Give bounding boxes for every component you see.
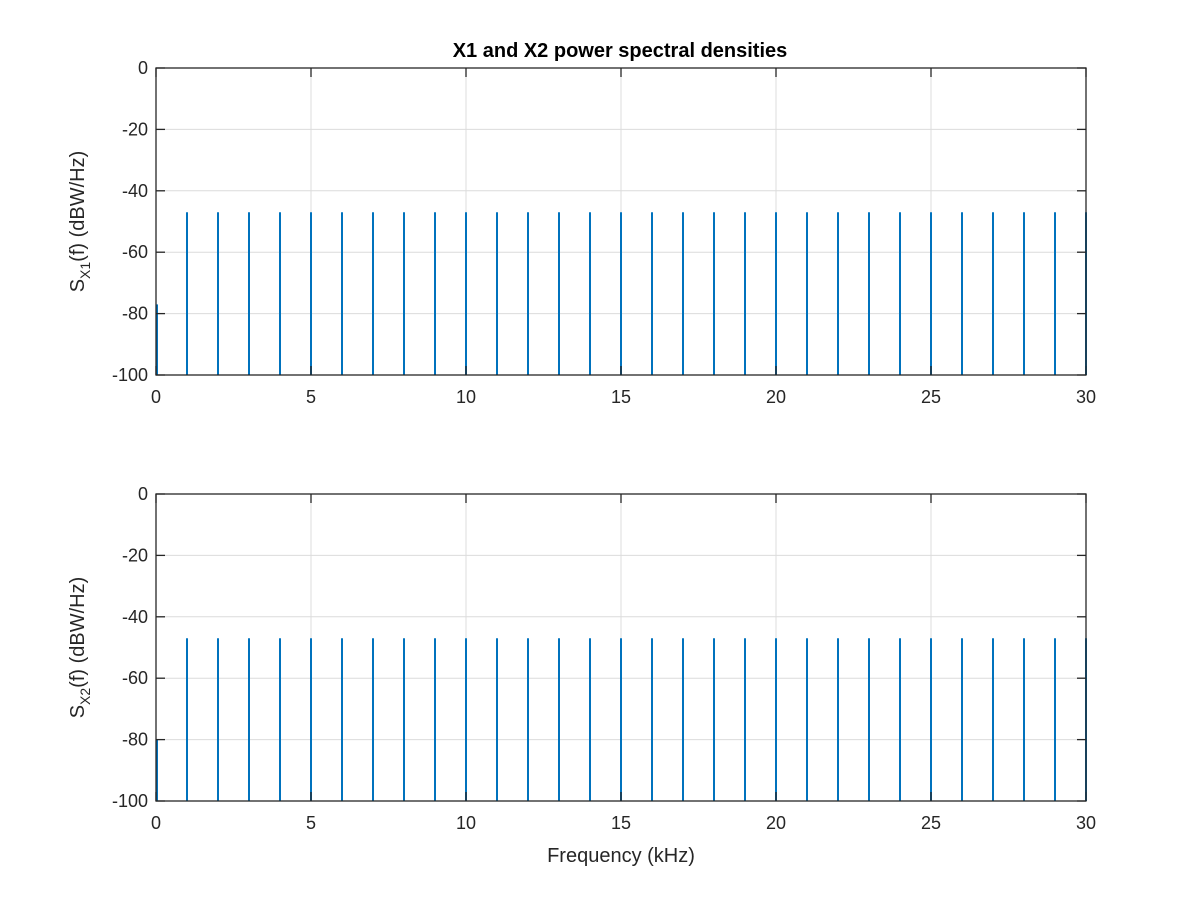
subplot-2: 0 5 10 15 20 25 30 0 -20 -40 -60 -80 -100 SX2(f) (dBW… xyxy=(67,484,1096,867)
y-axis-label: SX1(f) (dBW/Hz) xyxy=(67,151,93,293)
subplot-1: 0 5 10 15 20 25 30 0 -20 -40 -60 -80 -100 SX1(f) (dBW… xyxy=(67,58,1096,407)
x-tick-label: 20 xyxy=(766,387,786,407)
y-tick-label: -100 xyxy=(112,791,148,811)
x-tick-label: 5 xyxy=(306,387,316,407)
x-tick-label: 30 xyxy=(1076,387,1096,407)
x-tick-label: 0 xyxy=(151,387,161,407)
plots-group: 0 5 10 15 20 25 30 0 -20 -40 -60 -80 -100 SX1(f) (dBW… xyxy=(67,58,1096,867)
x-tick-label: 15 xyxy=(611,387,631,407)
y-tick-label: -40 xyxy=(122,607,148,627)
x-tick-label: 25 xyxy=(921,387,941,407)
y-tick-label: -80 xyxy=(122,730,148,750)
y-tick-label: 0 xyxy=(138,58,148,78)
y-tick-label: -40 xyxy=(122,181,148,201)
y-tick-label: -100 xyxy=(112,365,148,385)
x-tick-label: 30 xyxy=(1076,813,1096,833)
x-tick-label: 0 xyxy=(151,813,161,833)
x-axis-label: Frequency (kHz) xyxy=(547,845,695,867)
x-tick-label: 10 xyxy=(456,813,476,833)
x-tick-label: 20 xyxy=(766,813,786,833)
y-tick-label: -60 xyxy=(122,242,148,262)
x-tick-label: 5 xyxy=(306,813,316,833)
y-tick-label: 0 xyxy=(138,484,148,504)
x-tick-label: 15 xyxy=(611,813,631,833)
y-tick-label: -20 xyxy=(122,545,148,565)
chart-title: X1 and X2 power spectral densities xyxy=(453,40,788,62)
y-tick-label: -20 xyxy=(122,119,148,139)
x-tick-label: 25 xyxy=(921,813,941,833)
y-axis-label: SX2(f) (dBW/Hz) xyxy=(67,577,93,719)
x-tick-label: 10 xyxy=(456,387,476,407)
y-tick-label: -60 xyxy=(122,668,148,688)
y-tick-label: -80 xyxy=(122,304,148,324)
